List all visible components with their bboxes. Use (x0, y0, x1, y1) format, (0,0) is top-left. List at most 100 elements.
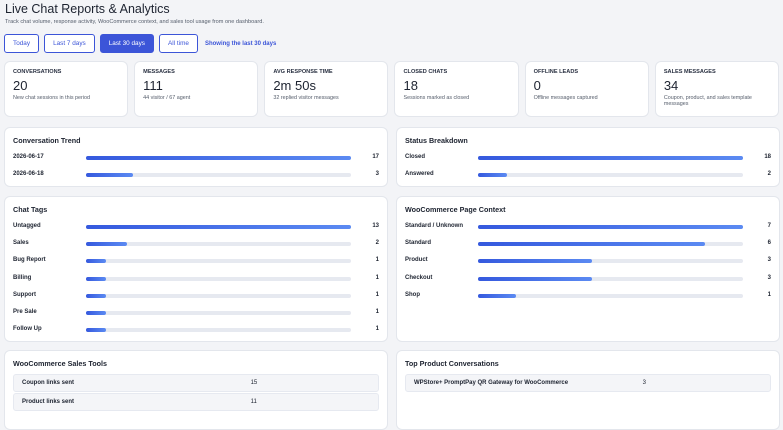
bar-row: Sales 2 (13, 239, 379, 249)
row-value: 1 (375, 309, 379, 315)
row-label: 2026-06-17 (13, 154, 44, 160)
filters: Today Last 7 days Last 30 days All time Show… (4, 34, 276, 53)
stat-value: 18 (403, 78, 418, 93)
row-value: 15 (250, 380, 258, 386)
row-value: 1 (375, 274, 379, 281)
stat-label: MESSAGES (143, 69, 175, 75)
stat-label: CONVERSATIONS (13, 69, 62, 75)
panel-title: Conversation Trend (13, 136, 81, 145)
bar-row: Follow Up 1 (13, 325, 379, 335)
stat-value: 34 (663, 78, 679, 93)
page-subtitle: Track chat volume, response activity, Wo… (5, 19, 264, 25)
row-value: 1 (375, 291, 379, 298)
bar-row: Answered 2 (405, 170, 771, 180)
bar (478, 156, 743, 160)
row-label: Product (405, 257, 428, 264)
stat-note: 32 replied visitor messages (273, 95, 339, 101)
bar (86, 225, 351, 229)
row-label: 2026-06-18 (13, 171, 44, 178)
panel-title: WooCommerce Page Context (405, 205, 506, 214)
bar-track (86, 225, 351, 229)
row-value: 2 (767, 171, 771, 178)
bar (478, 173, 508, 178)
bar-track (478, 225, 743, 229)
bar-panel: WooCommerce Page Context Standard / Unkno… (396, 196, 780, 342)
bar-track (86, 173, 351, 178)
row-label: Answered (405, 171, 434, 178)
bar (86, 173, 133, 178)
bar (478, 259, 592, 264)
bar-track (478, 259, 743, 264)
stat-note: Offline messages captured (533, 95, 598, 101)
filter-button[interactable]: Today (4, 34, 40, 53)
bar (86, 311, 107, 315)
row-label: WPStore+ PromptPay QR Gateway for WooCom… (414, 380, 569, 386)
row-value: 3 (375, 171, 379, 178)
row-value: 7 (767, 223, 771, 229)
stat-label: CLOSED CHATS (403, 69, 448, 75)
bar (86, 242, 127, 247)
stat-card: MESSAGES 111 44 visitor / 67 agent (134, 61, 259, 117)
row-label: Closed (405, 154, 426, 160)
filter-button[interactable]: Last 30 days (99, 34, 154, 53)
stat-card: AVG RESPONSE TIME 2m 50s 32 replied visito… (264, 61, 389, 117)
stat-card: CLOSED CHATS 18 Sessions marked as closed (394, 61, 519, 117)
bar (86, 259, 107, 264)
row-label: Billing (13, 274, 32, 281)
bar (478, 293, 516, 298)
filter-button[interactable]: Last 7 days (44, 34, 95, 53)
bar-track (86, 242, 351, 247)
row-label: Standard / Unknown (405, 223, 464, 229)
stat-card: CONVERSATIONS 20 New chat sessions in this… (4, 61, 129, 117)
stat-card: OFFLINE LEADS 0 Offline messages captured (524, 61, 649, 117)
table-panel: Top Product Conversations WPStore+ Prompt… (396, 350, 780, 430)
row-value: 1 (375, 326, 379, 333)
row-label: Untagged (13, 223, 41, 229)
stat-card: SALES MESSAGES 34 Coupon, product, and sal… (654, 61, 779, 117)
table-row: WPStore+ PromptPay QR Gateway for WooCom… (405, 374, 771, 392)
stat-note: New chat sessions in this period (13, 95, 91, 101)
filter-button[interactable]: All time (159, 34, 198, 53)
bar-track (86, 156, 351, 160)
bar-row: 2026-06-18 3 (13, 170, 379, 180)
stat-value: 2m 50s (273, 78, 316, 93)
row-label: Support (13, 291, 36, 298)
bar-track (478, 156, 743, 160)
bar-row: Standard / Unknown 7 (405, 222, 771, 232)
stat-value: 111 (143, 78, 163, 93)
row-label: Shop (405, 291, 420, 298)
bar-panel: Chat Tags Untagged 13 Sales 2 Bug Report 1 Bill… (4, 196, 388, 342)
bar (86, 276, 107, 281)
bar-row: Closed 18 (405, 153, 771, 163)
bar (478, 276, 592, 281)
row-value: 1 (375, 257, 379, 264)
bar (478, 225, 743, 229)
bar-row: 2026-06-17 17 (13, 153, 379, 163)
bar (86, 293, 107, 298)
stat-label: OFFLINE LEADS (533, 69, 579, 75)
bar-track (86, 259, 351, 264)
stat-note: 44 visitor / 67 agent (143, 95, 191, 101)
filter-status: Showing the last 30 days (204, 40, 277, 47)
page-title: Live Chat Reports & Analytics (5, 2, 170, 16)
row-value: 2 (375, 240, 379, 247)
bar-track (478, 276, 743, 281)
bar-row: Checkout 3 (405, 274, 771, 284)
bar (478, 242, 706, 247)
row-value: 17 (372, 154, 379, 160)
row-label: Checkout (405, 274, 433, 281)
row-label: Pre Sale (13, 309, 37, 315)
row-label: Follow Up (13, 326, 42, 333)
bar-track (86, 311, 351, 315)
bar (86, 328, 107, 333)
stat-note: Coupon, product, and sales template mess… (663, 95, 752, 107)
row-label: Standard (405, 240, 432, 247)
table-row: Coupon links sent 15 (13, 374, 379, 392)
panel-title: Top Product Conversations (405, 359, 499, 368)
row-value: 3 (767, 274, 771, 281)
bar-track (86, 328, 351, 333)
bar-panel: Conversation Trend 2026-06-17 17 2026-06-18… (4, 127, 388, 187)
row-label: Sales (13, 240, 29, 247)
bar-track (478, 293, 743, 298)
bar-row: Pre Sale 1 (13, 308, 379, 318)
